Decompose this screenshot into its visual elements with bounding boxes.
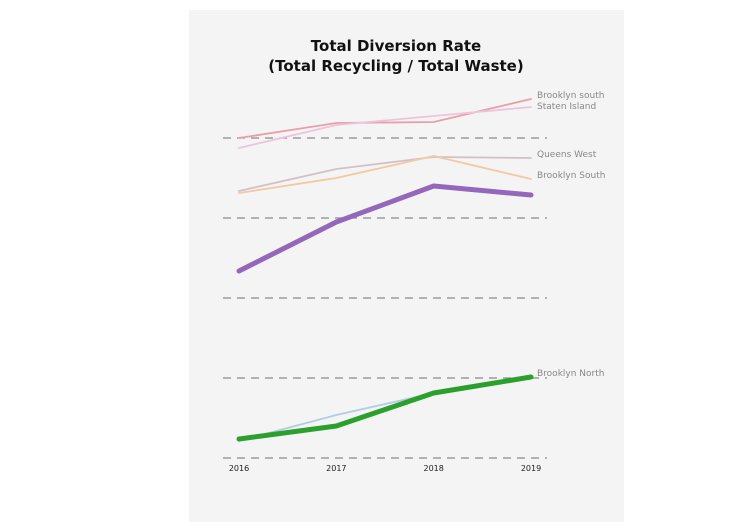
x-tick-label: 2018 (423, 464, 443, 473)
chart-subtitle: (Total Recycling / Total Waste) (268, 57, 523, 75)
chart-title: Total Diversion Rate (311, 37, 481, 55)
series-label: Brooklyn south (537, 91, 604, 101)
series-line (236, 183, 534, 274)
series-line (238, 156, 532, 192)
series-line (238, 106, 532, 149)
series-line (236, 374, 534, 442)
x-tick-label: 2016 (229, 464, 249, 473)
series-label: Staten Island (537, 102, 596, 112)
series-label: Queens West (537, 150, 597, 160)
series-label: Brooklyn South (537, 171, 605, 181)
series-lines (236, 98, 534, 442)
series-line (238, 155, 532, 194)
series-line (238, 98, 532, 139)
chart-panel: Total Diversion Rate (Total Recycling / … (189, 10, 624, 522)
x-axis-ticks: 2016 2017 2018 2019 (229, 464, 541, 473)
gridlines (223, 137, 547, 459)
series-label: Brooklyn North (537, 369, 604, 379)
x-tick-label: 2019 (521, 464, 541, 473)
diversion-rate-chart: Total Diversion Rate (Total Recycling / … (223, 37, 605, 473)
x-tick-label: 2017 (326, 464, 346, 473)
